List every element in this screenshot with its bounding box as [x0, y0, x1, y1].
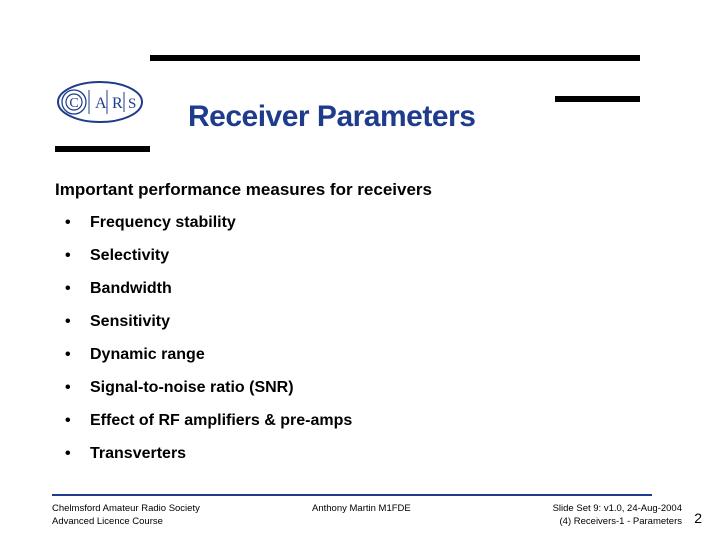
list-item: Signal-to-noise ratio (SNR)	[65, 379, 655, 397]
page-number: 2	[694, 510, 702, 526]
footer-org: Chelmsford Amateur Radio Society	[52, 503, 312, 515]
footer-center: Anthony Martin M1FDE	[312, 503, 482, 528]
footer-right: Slide Set 9: v1.0, 24-Aug-2004 (4) Recei…	[482, 503, 682, 528]
subheading: Important performance measures for recei…	[55, 180, 655, 200]
list-item: Bandwidth	[65, 280, 655, 298]
footer-author: Anthony Martin M1FDE	[312, 503, 482, 515]
list-item: Sensitivity	[65, 313, 655, 331]
footer-version: Slide Set 9: v1.0, 24-Aug-2004	[482, 503, 682, 515]
list-item: Dynamic range	[65, 346, 655, 364]
bullet-list: Frequency stability Selectivity Bandwidt…	[55, 214, 655, 463]
slide-title: Receiver Parameters	[188, 100, 475, 134]
header-rule-left	[55, 146, 150, 152]
list-item: Transverters	[65, 445, 655, 463]
list-item: Frequency stability	[65, 214, 655, 232]
cars-logo: C A R S	[55, 78, 145, 126]
content-region: Important performance measures for recei…	[55, 180, 655, 478]
header-rule-right	[555, 96, 640, 102]
footer-course: Advanced Licence Course	[52, 516, 312, 528]
list-item: Effect of RF amplifiers & pre-amps	[65, 412, 655, 430]
svg-text:A: A	[95, 95, 107, 112]
svg-text:S: S	[128, 96, 136, 112]
svg-text:R: R	[112, 95, 123, 112]
footer-topic: (4) Receivers-1 - Parameters	[482, 516, 682, 528]
footer-left: Chelmsford Amateur Radio Society Advance…	[52, 503, 312, 528]
header-rule-top	[150, 55, 640, 61]
footer-rule	[52, 494, 652, 496]
svg-text:C: C	[69, 96, 78, 111]
list-item: Selectivity	[65, 247, 655, 265]
footer: Chelmsford Amateur Radio Society Advance…	[52, 503, 692, 528]
